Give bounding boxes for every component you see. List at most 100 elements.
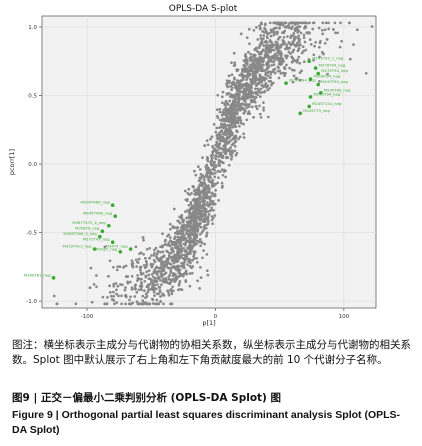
data-point [272, 63, 276, 66]
data-point [227, 107, 231, 111]
data-point [211, 156, 214, 160]
data-point [178, 250, 182, 254]
data-point [230, 155, 234, 159]
data-point [124, 302, 127, 306]
data-point [227, 120, 231, 123]
data-point [223, 132, 226, 136]
data-point [157, 266, 161, 270]
data-point [275, 30, 279, 34]
data-point [211, 150, 214, 154]
data-point [145, 265, 148, 268]
data-point [170, 302, 174, 306]
data-point [256, 50, 260, 53]
data-point [238, 135, 242, 139]
data-point [199, 216, 202, 219]
data-point [237, 106, 241, 110]
data-point [184, 279, 188, 282]
data-point [233, 123, 237, 126]
data-point [162, 268, 166, 271]
data-point [107, 274, 110, 278]
data-point [206, 273, 210, 277]
data-point [264, 50, 268, 54]
data-point [205, 253, 209, 256]
data-point [279, 72, 283, 75]
data-point [163, 265, 167, 268]
data-point [289, 36, 293, 40]
data-point [265, 85, 268, 89]
data-point [265, 62, 268, 65]
data-point [215, 140, 219, 144]
data-point [165, 259, 169, 263]
data-point [303, 21, 307, 25]
data-point [155, 277, 158, 280]
data-point [253, 96, 256, 99]
data-point [203, 242, 207, 246]
highlighted-point [107, 223, 111, 228]
data-point [198, 287, 201, 290]
highlighted-point [51, 276, 56, 280]
data-point [260, 40, 263, 44]
data-point [339, 21, 342, 25]
data-point [112, 284, 116, 288]
data-point [209, 137, 212, 141]
data-point [169, 227, 172, 231]
data-point [197, 224, 201, 228]
data-point [230, 61, 233, 65]
data-point [212, 208, 215, 212]
data-point [171, 289, 175, 293]
data-point [144, 274, 148, 278]
data-point [260, 80, 264, 84]
data-point [237, 89, 241, 92]
data-point [172, 273, 176, 277]
data-point [270, 40, 273, 44]
data-point [148, 283, 152, 286]
data-point [338, 45, 342, 49]
data-point [153, 268, 157, 271]
data-point [138, 277, 142, 281]
data-point [280, 62, 284, 66]
data-point [217, 176, 220, 180]
data-point [187, 235, 191, 239]
data-point [266, 115, 270, 119]
data-point [225, 130, 229, 133]
data-point [223, 168, 226, 172]
data-point [210, 206, 214, 210]
data-point [182, 266, 186, 270]
data-point [198, 232, 202, 236]
data-point [219, 151, 223, 155]
data-point [221, 117, 225, 121]
data-point [201, 156, 204, 159]
data-point [187, 216, 191, 220]
data-point [242, 98, 246, 102]
data-point [235, 112, 239, 116]
data-point [270, 55, 273, 59]
data-point [270, 64, 274, 67]
data-point [206, 143, 210, 147]
data-point [193, 209, 197, 213]
data-point [202, 201, 206, 205]
data-point [255, 107, 259, 111]
highlighted-point [298, 111, 303, 116]
figure-note-cn: 图注：横坐标表示主成分与代谢物的协相关系数，纵坐标表示主成分与代谢物的相关系数。… [12, 339, 411, 366]
data-point [269, 34, 273, 38]
data-point [249, 99, 253, 102]
data-point [288, 46, 291, 50]
data-point [304, 48, 308, 52]
data-point [235, 107, 239, 111]
data-point [301, 21, 305, 25]
data-point [259, 87, 263, 91]
data-point [144, 292, 148, 296]
data-point [148, 246, 151, 250]
y-tick-label: 0.0 [28, 162, 37, 168]
data-point [138, 252, 141, 256]
data-point [226, 156, 230, 159]
data-point [264, 44, 268, 47]
data-point [285, 45, 289, 49]
data-point [320, 51, 324, 54]
data-point [213, 192, 217, 196]
data-point [214, 164, 218, 167]
data-point [291, 34, 295, 37]
data-point [300, 51, 304, 55]
data-point [168, 282, 172, 285]
data-point [164, 238, 167, 242]
